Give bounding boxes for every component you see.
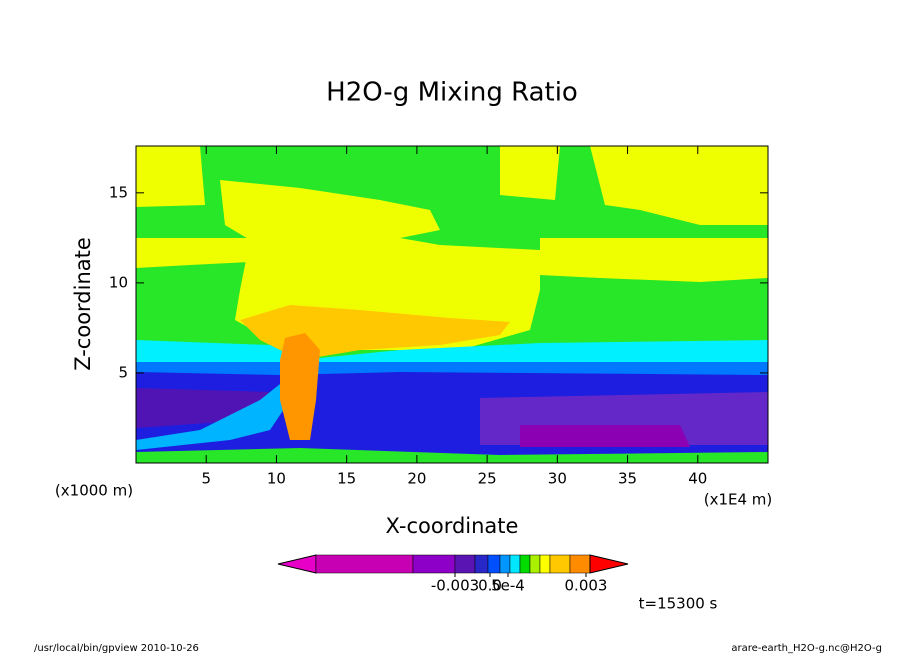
chart-title: H2O-g Mixing Ratio [326, 78, 578, 108]
y-tick-label: 15 [109, 183, 128, 201]
colorbar-segment [519, 554, 531, 574]
colorbar-segment [412, 554, 456, 574]
x-tick-label: 35 [618, 470, 637, 488]
colorbar-segment [454, 554, 476, 574]
x-axis-label: X-coordinate [386, 514, 519, 538]
colorbar-segment [509, 554, 521, 574]
x-tick-label: 5 [201, 470, 211, 488]
colorbar-over [589, 554, 629, 574]
colorbar-segment [539, 554, 551, 574]
colorbar-segment [549, 554, 571, 574]
x-tick-label: 20 [407, 470, 426, 488]
y-tick-label: 5 [118, 363, 128, 381]
contour-field [136, 146, 768, 463]
colorbar-under [277, 554, 317, 574]
x-tick-label: 15 [337, 470, 356, 488]
colorbar-tick-label: 0.0 [478, 577, 502, 595]
y-axis-label: Z-coordinate [71, 237, 95, 371]
x-unit-right: (x1E4 m) [704, 491, 773, 509]
x-tick-label: 10 [267, 470, 286, 488]
plot-frame [135, 145, 769, 464]
x-unit-left: (x1000 m) [55, 482, 133, 500]
colorbar-segment [499, 554, 511, 574]
colorbar-segment [569, 554, 591, 574]
colorbar-tick-label: -0.003 [431, 577, 479, 595]
colorbar-tick-label: 0.003 [565, 577, 608, 595]
x-tick-label: 25 [478, 470, 497, 488]
x-tick-label: 40 [688, 470, 707, 488]
time-label: t=15300 s [639, 595, 718, 613]
footer-left: /usr/local/bin/gpview 2010-10-26 [34, 643, 199, 654]
colorbar-segment [487, 554, 501, 574]
colorbar-segment [529, 554, 541, 574]
colorbar-segment [474, 554, 489, 574]
colorbar-tick-label: 5e-4 [491, 577, 525, 595]
y-tick-label: 10 [109, 273, 128, 291]
x-tick-label: 30 [548, 470, 567, 488]
colorbar-segment [315, 554, 414, 574]
footer-right: arare-earth_H2O-g.nc@H2O-g [731, 643, 882, 654]
